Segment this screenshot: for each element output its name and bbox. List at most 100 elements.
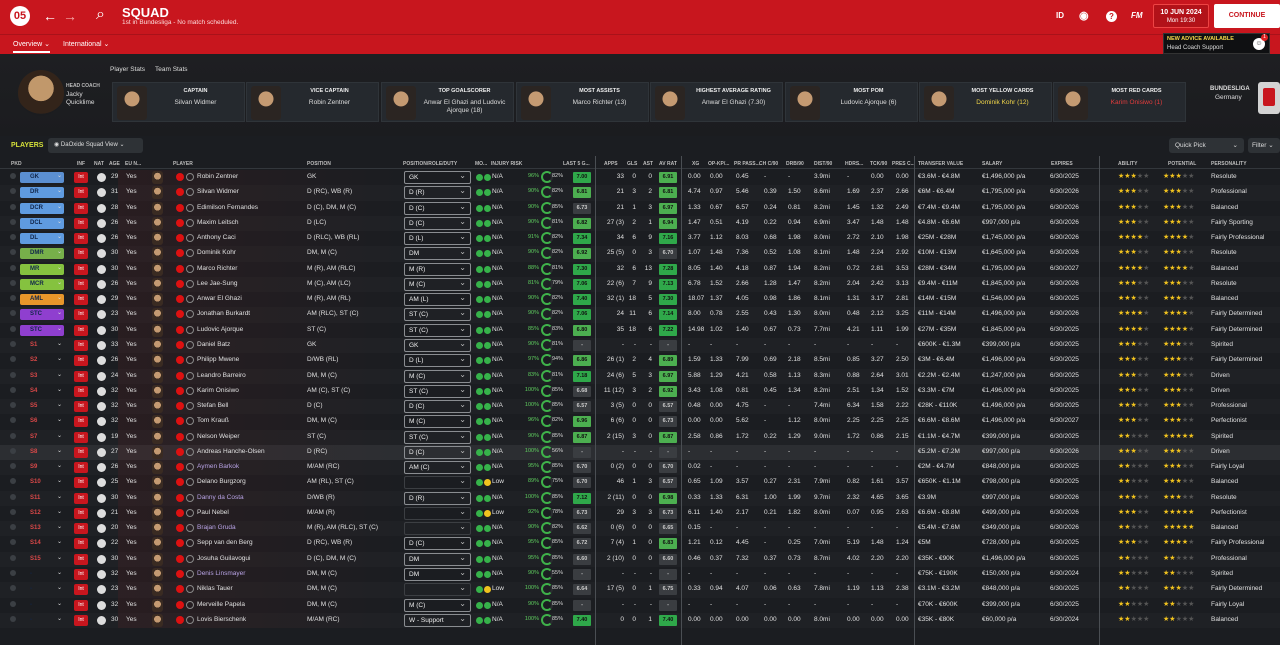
picked-toggle[interactable] [10, 570, 16, 577]
selection-slot[interactable]: STC [20, 324, 64, 336]
picked-toggle[interactable] [10, 310, 16, 317]
help-icon[interactable]: ? [1106, 11, 1117, 22]
slot-chevron-icon[interactable]: ⌄ [57, 371, 63, 378]
role-dropdown[interactable] [404, 521, 471, 536]
column-header-gls[interactable]: GLS [627, 161, 638, 167]
role-dropdown[interactable]: ST (C) [404, 430, 471, 444]
picked-toggle[interactable] [10, 203, 16, 210]
selection-slot[interactable]: GK [20, 172, 64, 183]
role-dropdown[interactable]: ST (C) [404, 384, 471, 398]
selection-slot[interactable]: S12 [30, 509, 41, 516]
role-dropdown[interactable]: D (R) [404, 491, 471, 505]
selection-slot[interactable]: DCR [20, 202, 64, 214]
player-name[interactable]: Ludovic Ajorque [197, 325, 244, 333]
column-header-nat[interactable]: NAT [94, 161, 104, 167]
picked-toggle[interactable] [10, 188, 16, 195]
column-header-apps[interactable]: APPS [604, 161, 618, 167]
slot-chevron-icon[interactable]: ⌄ [57, 554, 63, 561]
table-row[interactable]: - ⌄ Int 23 Yes Niklas Tauer DM, M (C) Low 100% 85… [0, 582, 1280, 598]
selection-slot[interactable]: S5 [30, 403, 38, 410]
continue-button[interactable]: CONTINUE [1214, 4, 1280, 28]
player-name[interactable]: Jonathan Burkardt [197, 310, 251, 318]
stat-card-most-red-cards[interactable]: MOST RED CARDS Karim Onisiwo (1) [1053, 82, 1186, 122]
player-name[interactable]: Sepp van den Berg [197, 539, 253, 547]
column-header-age[interactable]: AGE [109, 161, 120, 167]
role-dropdown[interactable] [404, 506, 471, 520]
slot-chevron-icon[interactable]: ⌄ [57, 173, 63, 179]
role-dropdown[interactable]: DM [404, 567, 471, 582]
role-dropdown[interactable]: M (R) [404, 262, 471, 276]
picked-toggle[interactable] [10, 508, 16, 515]
column-header-dist[interactable]: DIST/90 [814, 161, 833, 167]
selection-slot[interactable]: S6 [30, 418, 38, 425]
player-name[interactable]: Lovis Bierschenk [197, 615, 247, 623]
head-coach[interactable]: HEAD COACH Jacky Quicklime [18, 70, 104, 120]
stat-card-captain[interactable]: CAPTAIN Silvan Widmer [112, 82, 245, 122]
picked-toggle[interactable] [10, 615, 16, 622]
player-name[interactable]: Josuha Guilavogui [197, 554, 251, 562]
picked-toggle[interactable] [10, 524, 16, 531]
table-row[interactable]: S10 ⌄ Int 25 Yes Delano Burgzorg AM (RL), ST (… [0, 475, 1280, 491]
globe-icon[interactable]: ◉ [1079, 10, 1089, 22]
picked-toggle[interactable] [10, 493, 16, 500]
selection-slot[interactable]: STC [20, 309, 64, 321]
selection-slot[interactable]: DMR [20, 248, 64, 260]
tab-overview[interactable]: Overview ⌄ [13, 40, 50, 53]
player-name[interactable]: Niklas Tauer [197, 585, 233, 593]
selection-slot[interactable]: S7 [30, 433, 38, 440]
selection-slot[interactable]: DR [20, 187, 64, 199]
table-row[interactable]: S12 ⌄ Int 21 Yes Paul Nebel M/AM (R) Low 92% 78% 6… [0, 505, 1280, 522]
forward-icon[interactable]: → [63, 8, 77, 24]
column-header-prd[interactable]: POSITION/ROLE/DUTY [403, 161, 458, 167]
selection-slot[interactable]: - [30, 601, 32, 608]
table-row[interactable]: MR ⌄ Int 30 Yes Marco Richter M (R), AM (RLC) M… [0, 261, 1280, 277]
player-name[interactable]: Leandro Barreiro [197, 371, 246, 379]
role-dropdown[interactable]: AM (L) [404, 292, 471, 307]
role-dropdown[interactable]: W - Support [404, 613, 471, 627]
table-row[interactable]: DCL⌄ Int 26 Yes Maxim Leitsch D (LC) D (C) N/A 9… [0, 215, 1280, 232]
table-row[interactable]: AML ⌄ Int 29 Yes Anwar El Ghazi M (R), AM (RL)… [0, 292, 1280, 308]
quick-pick-button[interactable]: Quick Pick ⌄ [1169, 138, 1244, 153]
table-row[interactable]: STC ⌄ Int 23 Yes Jonathan Burkardt AM (RLC), S… [0, 307, 1280, 323]
selection-slot[interactable]: MR [20, 263, 64, 275]
picked-toggle[interactable] [10, 173, 16, 179]
back-icon[interactable]: ← [43, 8, 57, 24]
stat-card-most-yellow-cards[interactable]: MOST YELLOW CARDS Dominik Kohr (12) [919, 82, 1052, 122]
slot-chevron-icon[interactable]: ⌄ [57, 615, 63, 622]
column-header-tv[interactable]: TRANSFER VALUE [918, 161, 964, 167]
stat-card-top-goalscorer[interactable]: TOP GOALSCORER Anwar El Ghazi and Ludovic… [381, 82, 514, 122]
picked-toggle[interactable] [10, 340, 16, 347]
id-button[interactable]: ID [1056, 11, 1064, 20]
date-display[interactable]: 10 JUN 2024 Mon 19:30 [1153, 4, 1209, 28]
role-dropdown[interactable]: D (L) [404, 353, 471, 368]
column-header-salary[interactable]: SALARY [982, 161, 1003, 167]
picked-toggle[interactable] [10, 264, 16, 271]
player-name[interactable]: Karim Onisiwo [197, 386, 239, 394]
slot-chevron-icon[interactable]: ⌄ [57, 249, 63, 256]
table-row[interactable]: S11 ⌄ Int 30 Yes Danny da Costa D/WB (R) D (R) N… [0, 490, 1280, 506]
picked-toggle[interactable] [10, 371, 16, 378]
role-dropdown[interactable]: M (C) [404, 414, 471, 429]
column-header-hdrs[interactable]: HDRS... [845, 161, 864, 167]
picked-toggle[interactable] [10, 249, 16, 256]
selection-slot[interactable]: MCR [20, 278, 64, 290]
role-dropdown[interactable]: DM [404, 246, 471, 261]
column-header-player[interactable]: PLAYER [173, 161, 193, 167]
column-header-inf[interactable]: INF [77, 161, 86, 167]
selection-slot[interactable]: S13 [30, 525, 41, 532]
player-name[interactable]: Merveille Papela [197, 600, 246, 608]
player-name[interactable]: Danny da Costa [197, 493, 244, 501]
table-row[interactable]: STC⌄ Int 30 Yes Ludovic Ajorque ST (C) ST (C) N… [0, 322, 1280, 338]
column-header-personality[interactable]: PERSONALITY [1211, 161, 1247, 167]
selection-slot[interactable]: S10 [30, 479, 41, 486]
stat-card-highest-average-rating[interactable]: HIGHEST AVERAGE RATING Anwar El Ghazi (7.… [650, 82, 783, 122]
column-header-ability[interactable]: ABILITY [1118, 161, 1138, 167]
slot-chevron-icon[interactable]: ⌄ [57, 386, 63, 393]
column-header-ast[interactable]: AST [643, 161, 653, 167]
selection-slot[interactable]: S8 [30, 448, 38, 455]
slot-chevron-icon[interactable]: ⌄ [57, 478, 63, 485]
picked-toggle[interactable] [10, 585, 16, 592]
player-name[interactable]: Delano Burgzorg [197, 478, 246, 486]
slot-chevron-icon[interactable]: ⌄ [57, 493, 63, 500]
picked-toggle[interactable] [10, 325, 16, 332]
